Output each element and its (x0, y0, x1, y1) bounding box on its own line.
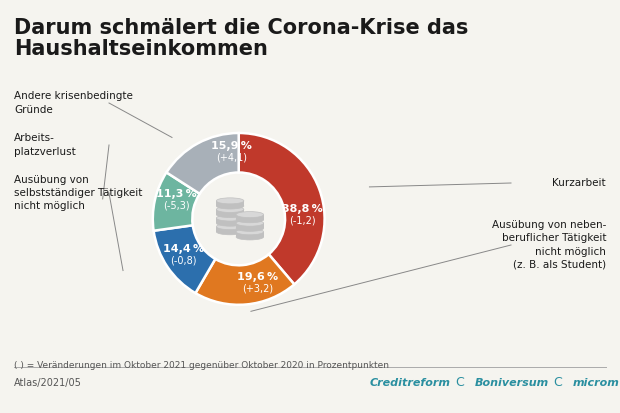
Ellipse shape (216, 211, 244, 218)
Ellipse shape (216, 215, 244, 221)
Text: Kurzarbeit: Kurzarbeit (552, 178, 606, 188)
Text: Ausübung von neben-
beruflicher Tätigkeit
nicht möglich
(z. B. als Student): Ausübung von neben- beruflicher Tätigkei… (492, 220, 606, 270)
Text: 38,8 %: 38,8 % (282, 204, 322, 214)
Ellipse shape (216, 223, 244, 230)
Wedge shape (153, 172, 200, 231)
FancyBboxPatch shape (216, 209, 244, 215)
Text: (-5,3): (-5,3) (162, 201, 189, 211)
Text: C: C (455, 377, 464, 389)
FancyBboxPatch shape (236, 223, 264, 228)
FancyBboxPatch shape (216, 218, 244, 223)
Ellipse shape (216, 206, 244, 212)
Text: 11,3 %: 11,3 % (156, 190, 197, 199)
Text: Darum schmälert die Corona-Krise das: Darum schmälert die Corona-Krise das (14, 18, 468, 38)
Text: (+4,1): (+4,1) (216, 152, 247, 162)
Ellipse shape (236, 220, 264, 226)
Ellipse shape (236, 211, 264, 218)
Text: ( ) = Veränderungen im Oktober 2021 gegenüber Oktober 2020 in Prozentpunkten: ( ) = Veränderungen im Oktober 2021 gege… (14, 361, 389, 370)
Text: 19,6 %: 19,6 % (237, 272, 278, 282)
Text: Arbeits-
platzverlust: Arbeits- platzverlust (14, 133, 76, 157)
Ellipse shape (236, 225, 264, 231)
Wedge shape (154, 225, 215, 293)
Ellipse shape (216, 198, 244, 204)
Wedge shape (166, 133, 239, 194)
Wedge shape (195, 254, 294, 305)
Text: (-1,2): (-1,2) (289, 215, 316, 225)
Text: C: C (553, 377, 562, 389)
Text: Boniversum: Boniversum (475, 378, 549, 388)
Text: Creditreform: Creditreform (370, 378, 451, 388)
FancyBboxPatch shape (216, 201, 244, 206)
Text: 15,9 %: 15,9 % (211, 141, 252, 151)
Text: Atlas/2021/05: Atlas/2021/05 (14, 378, 82, 388)
Text: (+3,2): (+3,2) (242, 283, 273, 293)
Ellipse shape (216, 203, 244, 209)
Wedge shape (239, 133, 325, 285)
Ellipse shape (216, 220, 244, 226)
FancyBboxPatch shape (216, 227, 244, 232)
Text: microm: microm (573, 378, 620, 388)
Text: Ausübung von
selbstständiger Tätigkeit
nicht möglich: Ausübung von selbstständiger Tätigkeit n… (14, 175, 143, 211)
Text: Haushaltseinkommen: Haushaltseinkommen (14, 39, 268, 59)
Text: 14,4 %: 14,4 % (163, 244, 204, 254)
Text: Andere krisenbedingte
Gründe: Andere krisenbedingte Gründe (14, 91, 133, 114)
Text: (-0,8): (-0,8) (170, 256, 197, 266)
Ellipse shape (236, 229, 264, 235)
Ellipse shape (216, 229, 244, 235)
Ellipse shape (236, 217, 264, 223)
FancyBboxPatch shape (236, 215, 264, 220)
FancyBboxPatch shape (236, 232, 264, 237)
Ellipse shape (236, 234, 264, 240)
